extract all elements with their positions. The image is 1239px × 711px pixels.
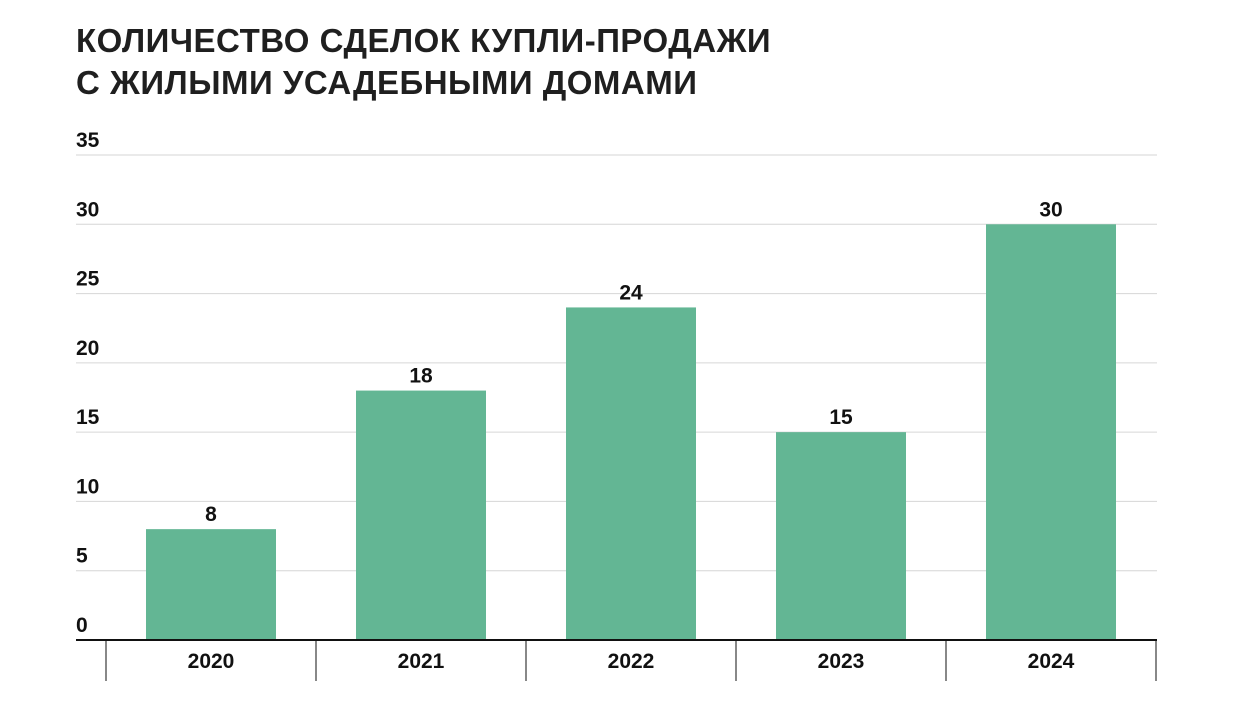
x-tick-label-2023: 2023 [818, 650, 865, 673]
bar-2023 [776, 432, 906, 640]
data-label-2020: 8 [205, 503, 217, 526]
y-tick-label: 10 [76, 475, 99, 498]
x-axis-labels: 2020 2021 2022 2023 2024 [188, 650, 1075, 673]
bar-2021 [356, 390, 486, 640]
x-tick-label-2021: 2021 [398, 650, 445, 673]
chart-title-line-1: КОЛИЧЕСТВО СДЕЛОК КУПЛИ-ПРОДАЖИ [76, 22, 772, 59]
y-tick-label: 35 [76, 129, 100, 152]
y-tick-label: 30 [76, 198, 99, 221]
y-tick-label: 20 [76, 337, 99, 360]
data-label-2022: 24 [619, 281, 643, 304]
x-tick-label-2020: 2020 [188, 650, 235, 673]
data-label-2023: 15 [829, 406, 853, 429]
data-labels: 8 18 24 15 30 [205, 198, 1063, 526]
y-tick-label: 15 [76, 406, 100, 429]
bars [146, 224, 1116, 641]
data-label-2024: 30 [1039, 198, 1062, 221]
x-axis [76, 639, 1157, 681]
y-axis-ticks: 0 5 10 15 20 25 30 35 [76, 129, 100, 637]
data-label-2021: 18 [409, 365, 433, 388]
y-tick-label: 0 [76, 614, 88, 637]
chart-title: КОЛИЧЕСТВО СДЕЛОК КУПЛИ-ПРОДАЖИ С ЖИЛЫМИ… [76, 20, 771, 104]
bar-2022 [566, 307, 696, 640]
bar-2020 [146, 529, 276, 640]
x-tick-label-2022: 2022 [608, 650, 655, 673]
y-tick-label: 5 [76, 545, 88, 568]
chart-title-line-2: С ЖИЛЫМИ УСАДЕБНЫМИ ДОМАМИ [76, 64, 698, 101]
bar-2024 [986, 224, 1116, 641]
y-tick-label: 25 [76, 268, 100, 291]
x-tick-label-2024: 2024 [1028, 650, 1075, 673]
